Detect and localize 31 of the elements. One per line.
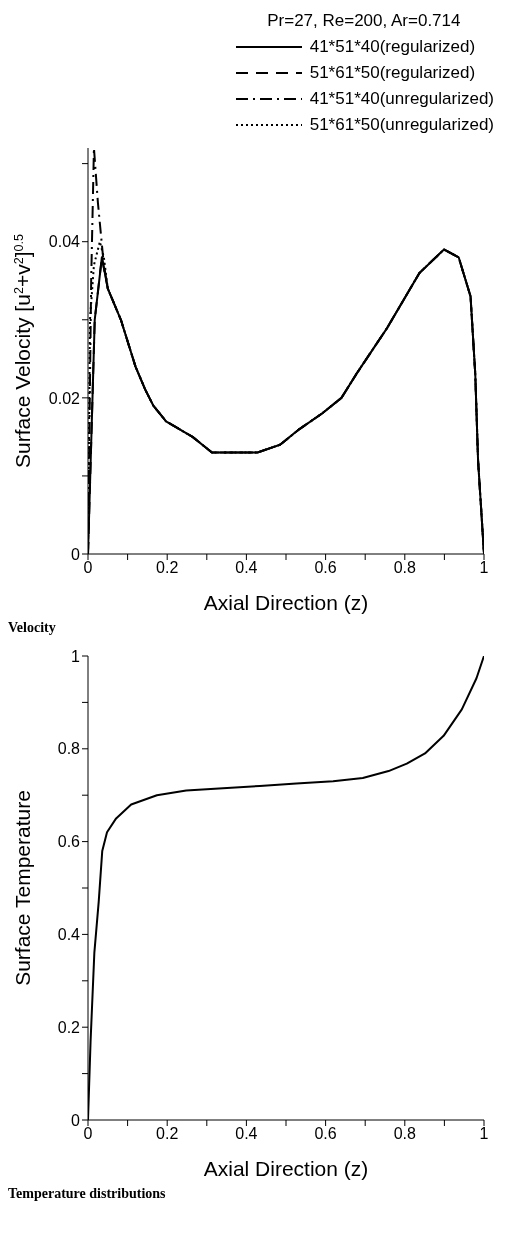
y-axis-title: Surface Temperature [11, 790, 34, 986]
text: Velocity [8, 620, 57, 636]
y-tick-label: 0.04 [48, 233, 81, 251]
legend-label: 51*61*50(unregularized) [309, 114, 494, 136]
text: Temperature distributions [8, 1186, 167, 1202]
y-tick-label: 0.6 [57, 833, 81, 851]
y-tick-label: 0.8 [57, 740, 81, 758]
y-tick-label: 1 [71, 647, 81, 665]
x-tick-label: 0.2 [156, 1125, 179, 1143]
x-tick-label: 0 [83, 1125, 93, 1143]
x-tick-label: 0.6 [314, 559, 337, 577]
x-tick-label: 0.4 [235, 559, 258, 577]
y-tick-label: 0 [71, 545, 81, 563]
x-tick-label: 0.8 [393, 559, 417, 577]
y-tick-label: 0.4 [57, 926, 81, 944]
legend-label: 41*51*40(unregularized) [309, 88, 494, 110]
x-tick-label: 1 [479, 1125, 489, 1143]
legend-title: Pr=27, Re=200, Ar=0.714 [266, 10, 462, 32]
y-tick-label: 0.2 [57, 1018, 81, 1036]
legend-label: 51*61*50(regularized) [309, 62, 476, 84]
x-axis-title: Axial Direction (z) [203, 591, 369, 614]
x-tick-label: 0.4 [235, 1125, 258, 1143]
y-tick-label: 0.02 [48, 389, 81, 407]
legend-label: 41*51*40(regularized) [309, 36, 476, 58]
x-tick-label: 0.6 [314, 1125, 337, 1143]
x-axis-title: Axial Direction (z) [203, 1157, 369, 1180]
x-tick-label: 1 [479, 559, 489, 577]
x-tick-label: 0.2 [156, 559, 179, 577]
y-tick-label: 0 [71, 1111, 81, 1129]
x-tick-label: 0.8 [393, 1125, 417, 1143]
x-tick-label: 0 [83, 559, 93, 577]
